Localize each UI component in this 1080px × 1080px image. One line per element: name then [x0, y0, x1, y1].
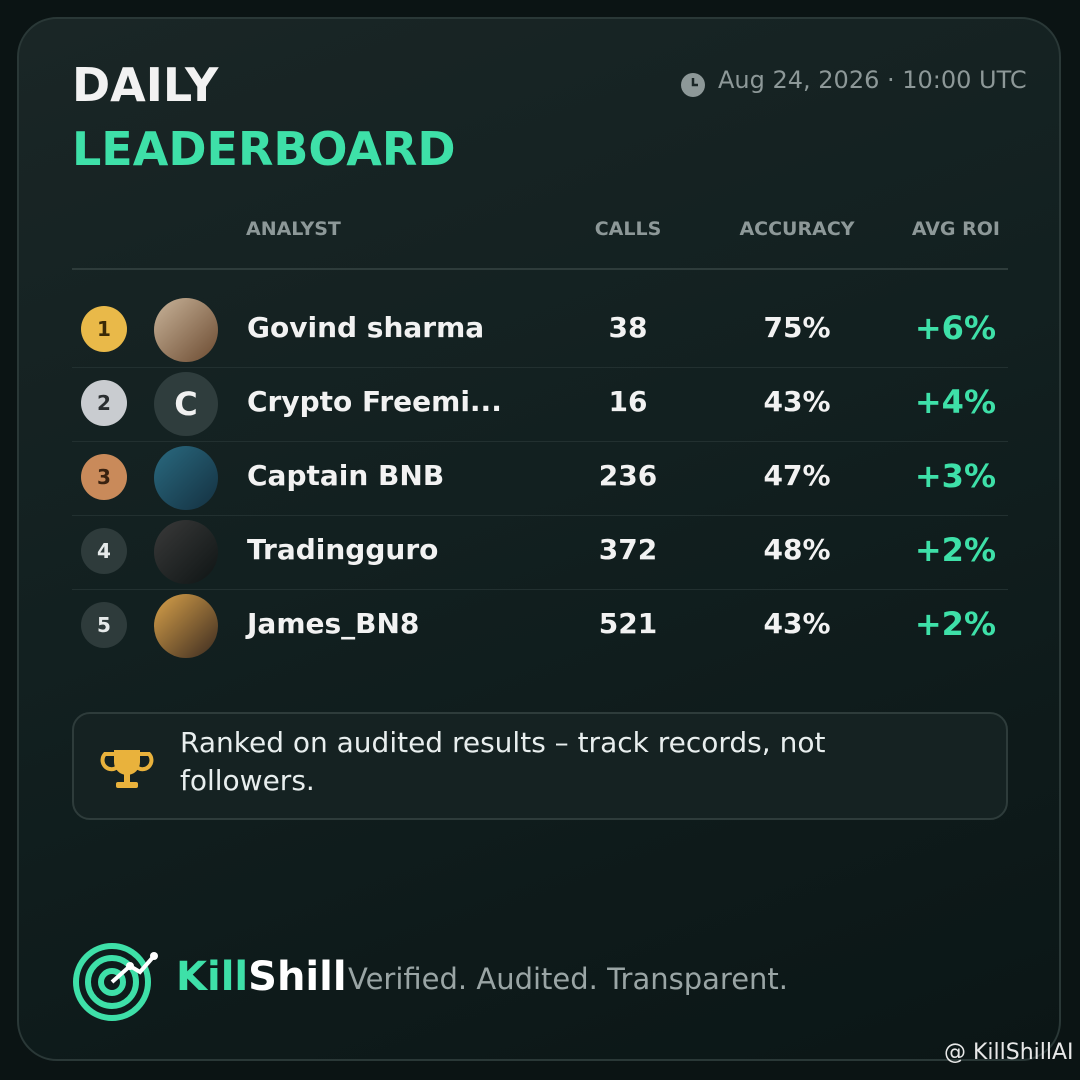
table-row: 4 Tradingguro 372 48% +2% [72, 515, 1008, 589]
calls: 521 [598, 607, 658, 640]
table-row: 3 Captain BNB 236 47% +3% [72, 441, 1008, 515]
calls: 236 [598, 459, 658, 492]
accuracy: 47% [763, 459, 831, 492]
analyst-name: Tradingguro [247, 533, 439, 566]
calls: 38 [608, 311, 648, 344]
note-box: Ranked on audited results – track record… [72, 712, 1008, 820]
row-divider [72, 515, 1008, 516]
avg-roi: +6% [914, 309, 996, 347]
analyst-name: Crypto Freemi... [247, 385, 502, 418]
rank-badge: 1 [81, 306, 127, 352]
row-divider [72, 367, 1008, 368]
avatar [154, 298, 218, 362]
rank-badge: 4 [81, 528, 127, 574]
title-line2: LEADERBOARD [72, 122, 456, 176]
avg-roi: +4% [914, 383, 996, 421]
logo-icon [73, 943, 158, 1021]
note-text: Ranked on audited results – track record… [180, 726, 826, 797]
avatar [154, 594, 218, 658]
calls: 16 [608, 385, 648, 418]
trophy-icon [100, 750, 154, 788]
brand-part: Shill [248, 954, 347, 1000]
accuracy: 43% [763, 385, 831, 418]
row-divider [72, 441, 1008, 442]
avatar [154, 520, 218, 584]
column-header: ANALYST [246, 218, 341, 240]
brand: KillShill [176, 954, 347, 1000]
watermark: @ KillShillAI [944, 1040, 1074, 1065]
avg-roi: +2% [914, 605, 996, 643]
tagline: Verified. Audited. Transparent. [348, 962, 789, 996]
column-header: ACCURACY [739, 218, 855, 240]
accuracy: 43% [763, 607, 831, 640]
rank-badge: 5 [81, 602, 127, 648]
avatar: C [154, 372, 218, 436]
accuracy: 75% [763, 311, 831, 344]
clock-icon [681, 73, 705, 97]
analyst-name: Govind sharma [247, 311, 485, 344]
avatar [154, 446, 218, 510]
timestamp: Aug 24, 2026 · 10:00 UTC [718, 66, 1027, 94]
avg-roi: +3% [914, 457, 996, 495]
row-divider [72, 589, 1008, 590]
column-header: CALLS [594, 218, 662, 240]
rank-badge: 2 [81, 380, 127, 426]
accuracy: 48% [763, 533, 831, 566]
calls: 372 [598, 533, 658, 566]
column-header: AVG ROI [911, 218, 1000, 240]
brand-part: Kill [176, 954, 249, 1000]
analyst-name: Captain BNB [247, 459, 445, 492]
avg-roi: +2% [914, 531, 996, 569]
rank-badge: 3 [81, 454, 127, 500]
table-row: 2 C Crypto Freemi... 16 43% +4% [72, 367, 1008, 441]
table-row: 1 Govind sharma 38 75% +6% [72, 293, 1008, 367]
header-divider [72, 268, 1008, 270]
analyst-name: James_BN8 [247, 607, 420, 640]
table-row: 5 James_BN8 521 43% +2% [72, 589, 1008, 663]
title-line1: DAILY [72, 58, 219, 112]
